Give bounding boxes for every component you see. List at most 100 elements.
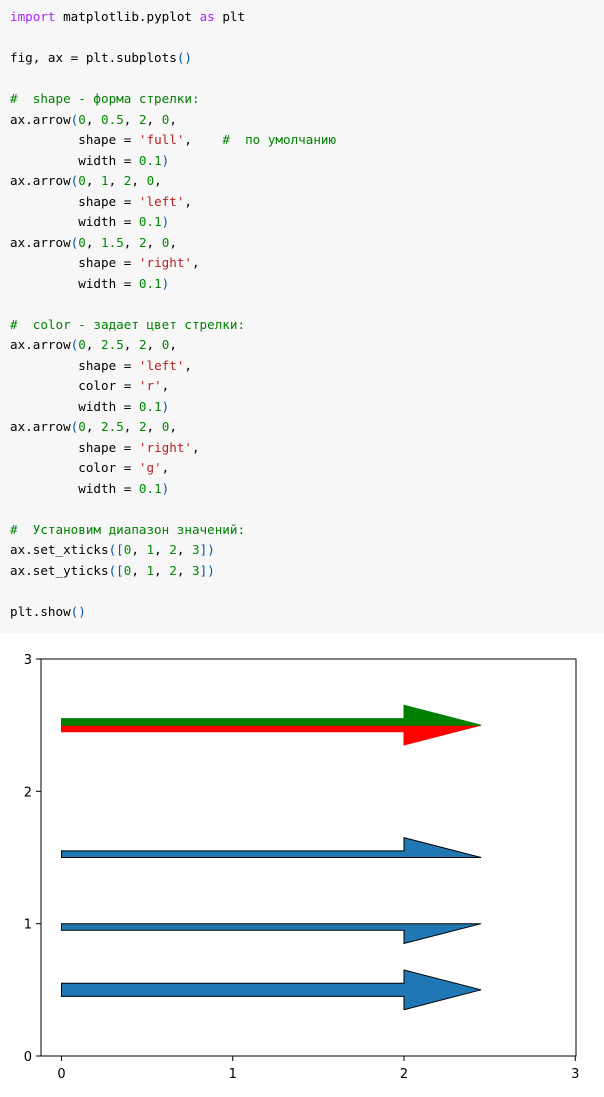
- code-token: ,: [123, 111, 139, 127]
- code-line: ax.set_yticks([0, 1, 2, 3]): [10, 561, 594, 582]
- code-token: 'full': [138, 132, 185, 147]
- code-line: [10, 69, 594, 90]
- code-token: 2: [138, 419, 147, 434]
- code-line: shape = 'left',: [10, 192, 594, 213]
- code-token: ,: [154, 173, 162, 188]
- code-token: 0: [146, 173, 155, 188]
- code-token: (): [176, 50, 192, 65]
- x-tick-label: 3: [571, 1067, 579, 1082]
- code-token: 0: [123, 562, 132, 578]
- code-token: 0.1: [138, 152, 162, 168]
- code-token: # Установим диапазон значений:: [10, 521, 246, 537]
- code-token: # color - задает цвет стрелки:: [10, 316, 246, 332]
- code-token: width =: [10, 152, 139, 168]
- code-token: ,: [154, 542, 170, 557]
- code-token: plt: [214, 9, 246, 24]
- code-token: 0: [161, 419, 170, 434]
- code-line: width = 0.1): [10, 479, 594, 500]
- code-token: 'left': [138, 193, 185, 209]
- code-token: 0: [78, 337, 86, 352]
- code-line: width = 0.1): [10, 151, 594, 172]
- code-token: (: [70, 111, 79, 127]
- code-token: 0: [78, 419, 86, 434]
- code-token: ([: [108, 562, 124, 578]
- code-line: width = 0.1): [10, 397, 594, 418]
- code-token: ax.arrow: [10, 337, 71, 352]
- code-line: # Установим диапазон значений:: [10, 520, 594, 541]
- y-tick-label: 1: [24, 918, 32, 933]
- code-token: 2.5: [101, 419, 124, 434]
- code-line: # color - задает цвет стрелки:: [10, 315, 594, 336]
- code-line: fig, ax = plt.subplots(): [10, 48, 594, 69]
- code-token: shape =: [10, 255, 139, 270]
- code-token: ,: [191, 439, 200, 455]
- code-token: width =: [10, 214, 139, 229]
- arrow-right-2: [61, 837, 482, 858]
- axes-frame: [40, 658, 577, 1057]
- code-token: ,: [123, 337, 139, 352]
- code-token: ax.set_yticks: [10, 562, 109, 578]
- code-line: shape = 'right',: [10, 253, 594, 274]
- y-axis: 0 1 2 3: [24, 653, 41, 1065]
- code-line: [10, 581, 594, 602]
- code-token: ,: [184, 132, 223, 147]
- code-token: 2: [123, 173, 132, 188]
- arrow-left-1: [61, 923, 482, 945]
- code-token: width =: [10, 398, 139, 414]
- code-token: ,: [85, 419, 102, 434]
- code-token: ,: [169, 234, 177, 250]
- code-token: ,: [176, 542, 193, 557]
- x-axis: 0 1 2 3: [57, 1056, 579, 1082]
- code-token: width =: [10, 275, 139, 291]
- code-token: 0: [78, 234, 86, 250]
- code-token: 0: [161, 111, 170, 127]
- code-line: ax.arrow(0, 1, 2, 0,: [10, 171, 594, 192]
- code-token: 'right': [138, 439, 192, 455]
- y-tick-label: 2: [24, 785, 32, 800]
- code-text: import matplotlib.pyplot as plt fig, ax …: [10, 7, 594, 622]
- code-token: ax.set_xticks: [10, 542, 109, 557]
- code-token: ,: [85, 173, 102, 188]
- code-token: color =: [10, 378, 139, 393]
- code-token: (): [70, 603, 86, 619]
- code-token: ,: [85, 337, 102, 352]
- code-token: ax.arrow: [10, 419, 71, 434]
- code-token: ([: [108, 542, 124, 557]
- x-tick-label: 2: [400, 1067, 408, 1082]
- arrow-right-4: [61, 704, 482, 726]
- code-token: fig, ax = plt.subplots: [10, 50, 177, 65]
- code-line: width = 0.1): [10, 274, 594, 295]
- arrow-chart: 0 1 2 3 0 1 2 3: [24, 653, 580, 1082]
- arrow-full-0: [61, 969, 482, 1011]
- plot-output: 0 1 2 3 0 1 2 3: [0, 633, 604, 1097]
- arrows-layer: [61, 704, 482, 1011]
- code-token: 1: [146, 542, 155, 557]
- code-token: ax.arrow: [10, 111, 71, 127]
- code-line: width = 0.1): [10, 212, 594, 233]
- code-token: # по умолчанию: [222, 132, 337, 147]
- code-token: shape =: [10, 193, 139, 209]
- code-token: 0: [123, 542, 132, 557]
- code-token: ,: [131, 542, 147, 557]
- code-token: shape =: [10, 132, 139, 147]
- code-token: ,: [154, 562, 170, 578]
- code-line: # shape - форма стрелки:: [10, 89, 594, 110]
- code-token: ,: [169, 419, 177, 434]
- code-token: ,: [169, 111, 177, 127]
- code-line: import matplotlib.pyplot as plt: [10, 7, 594, 28]
- code-token: ): [161, 214, 170, 229]
- code-token: ,: [184, 357, 192, 373]
- code-token: 'g': [138, 460, 162, 475]
- code-token: ): [161, 275, 170, 291]
- code-line: ax.arrow(0, 0.5, 2, 0,: [10, 110, 594, 131]
- code-line: shape = 'left',: [10, 356, 594, 377]
- code-line: color = 'r',: [10, 376, 594, 397]
- code-token: ,: [161, 378, 170, 393]
- code-token: 2.5: [101, 337, 124, 352]
- code-cell[interactable]: import matplotlib.pyplot as plt fig, ax …: [0, 0, 604, 633]
- code-line: ax.set_xticks([0, 1, 2, 3]): [10, 540, 594, 561]
- code-token: ,: [191, 255, 200, 270]
- code-token: ,: [146, 234, 162, 250]
- code-line: shape = 'right',: [10, 438, 594, 459]
- code-token: 0: [161, 234, 170, 250]
